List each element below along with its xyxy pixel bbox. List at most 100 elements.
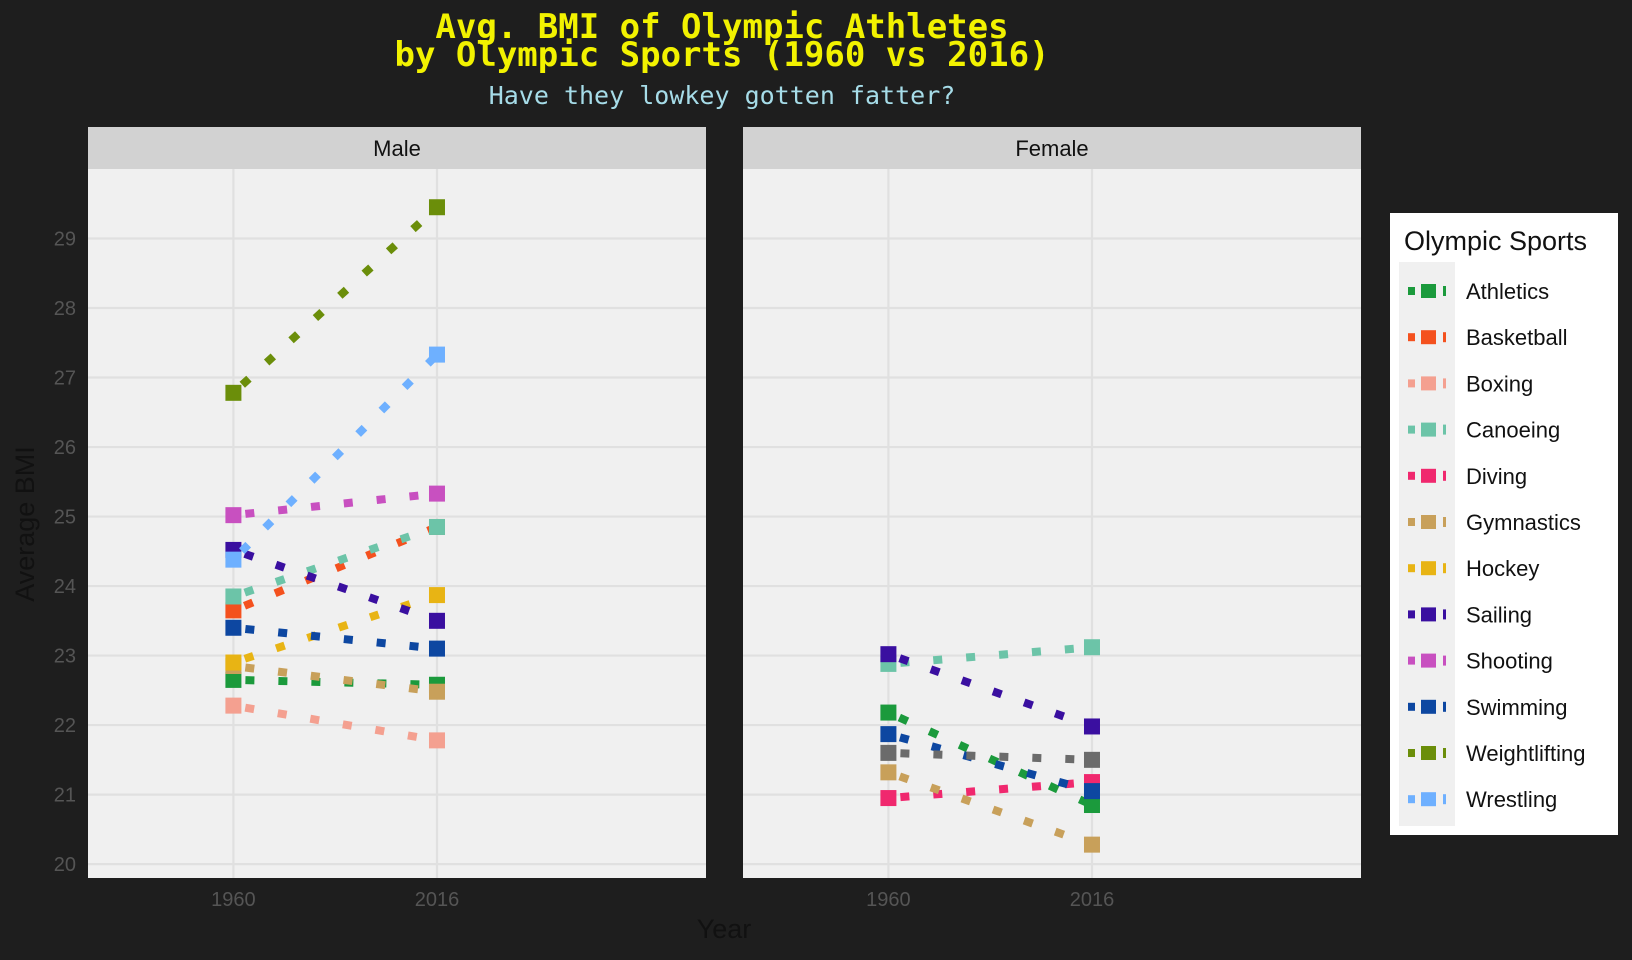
legend-key-square-wrestling [1421,792,1436,807]
facet-label-female: Female [1015,136,1088,161]
series-line-canoeing [232,523,439,601]
legend-label-weightlifting: Weightlifting [1466,741,1585,766]
legend-key-tick-gymnastics [1443,517,1446,527]
series-line-sailing [232,546,439,625]
legend-key-dash-boxing [1408,379,1415,388]
y-axis-label: Average BMI [10,446,40,602]
legend-key-tick-canoeing [1443,424,1446,435]
legend-label-swimming: Swimming [1466,695,1567,720]
legend-label-basketball: Basketball [1466,325,1568,350]
legend-key-dash-wrestling [1408,795,1415,804]
y-tick-label: 27 [54,368,76,390]
data-point-boxing [428,732,445,749]
legend-key-dash-diving [1408,471,1415,480]
legend-key-tick-hockey [1443,563,1446,574]
legend-label-diving: Diving [1466,464,1527,489]
x-tick-label: 2016 [1070,889,1115,911]
data-point-other [1083,751,1100,768]
legend-label-gymnastics: Gymnastics [1466,510,1581,535]
legend-key-tick-wrestling [1443,794,1446,805]
data-point-diving [880,790,897,807]
legend: Olympic Sports Athletics Basketball Boxing… [1390,213,1618,835]
legend-key-square-gymnastics [1421,515,1436,529]
data-point-gymnastics [428,683,445,700]
legend-key-square-diving [1421,468,1436,483]
legend-key-dash-canoeing [1408,425,1415,434]
data-point-athletics [1083,797,1100,814]
legend-key-square-athletics [1421,284,1436,298]
legend-key-square-boxing [1421,376,1436,391]
y-tick-label: 22 [54,715,76,737]
data-point-athletics [225,671,242,688]
chart-subtitle: Have they lowkey gotten fatter? [489,81,956,110]
data-point-canoeing [428,518,445,535]
series-line-sailing [887,650,1094,731]
series-line-gymnastics [887,768,1094,849]
y-tick-label: 25 [54,507,76,529]
legend-key-dash-weightlifting [1408,749,1415,757]
legend-title: Olympic Sports [1404,226,1587,256]
plot-panel-female [743,169,1361,878]
data-point-gymnastics [1083,836,1100,853]
legend-key-dash-hockey [1408,564,1415,573]
legend-key-dash-shooting [1408,656,1415,665]
y-tick-label: 23 [54,646,76,668]
legend-key-dash-athletics [1408,287,1415,295]
legend-label-sailing: Sailing [1466,602,1532,627]
data-point-shooting [428,485,445,502]
y-tick-label: 29 [54,229,76,251]
legend-label-athletics: Athletics [1466,279,1549,304]
legend-key-tick-shooting [1443,655,1446,666]
data-point-weightlifting [428,199,445,216]
legend-key-tick-athletics [1443,286,1446,296]
legend-label-boxing: Boxing [1466,371,1533,396]
data-point-hockey [225,654,242,671]
data-point-hockey [428,587,445,604]
legend-key-square-swimming [1421,699,1436,714]
legend-key-dash-basketball [1408,333,1415,342]
data-point-swimming [428,640,445,657]
legend-key-tick-boxing [1443,378,1446,389]
x-axis-label: Year [697,914,752,944]
legend-key-dash-gymnastics [1408,518,1415,526]
facet-strip-male [88,127,706,169]
legend-key-background [1399,262,1455,826]
data-point-swimming [880,726,897,743]
x-tick-label: 1960 [866,889,911,911]
x-tick-label: 1960 [211,889,256,911]
series-line-athletics [886,708,1094,809]
legend-key-tick-swimming [1443,701,1446,712]
data-point-weightlifting [225,384,242,401]
legend-key-square-basketball [1421,330,1436,345]
y-tick-label: 20 [54,854,76,876]
data-point-swimming [1083,783,1100,800]
data-point-basketball [225,602,242,619]
legend-key-square-weightlifting [1421,746,1436,760]
x-tick-label: 2016 [415,889,460,911]
facet-label-male: Male [373,136,421,161]
data-point-wrestling [428,346,445,363]
legend-key-tick-sailing [1443,609,1446,620]
data-point-sailing [880,646,897,663]
y-tick-label: 26 [54,437,76,459]
legend-key-dash-swimming [1408,702,1415,711]
legend-key-dash-sailing [1408,610,1415,619]
legend-key-square-canoeing [1421,422,1436,437]
data-point-other [880,744,897,761]
legend-key-square-shooting [1421,653,1436,668]
data-point-canoeing [225,588,242,605]
legend-key-tick-weightlifting [1443,748,1446,758]
facet-panel-female: Female 1960 2016 [743,127,1361,911]
legend-key-square-hockey [1421,561,1436,576]
series-line-weightlifting [230,204,440,396]
legend-key-square-sailing [1421,607,1436,622]
y-tick-label: 21 [54,785,76,807]
legend-key-tick-diving [1443,470,1446,481]
legend-key-tick-basketball [1443,332,1446,343]
y-tick-label: 24 [54,576,76,598]
facet-panel-male: Male 20 21 22 23 24 25 26 27 28 29 1960 2016 [54,127,706,911]
data-point-sailing [1083,718,1100,735]
data-point-gymnastics [880,764,897,781]
facet-strip-female [743,127,1361,169]
